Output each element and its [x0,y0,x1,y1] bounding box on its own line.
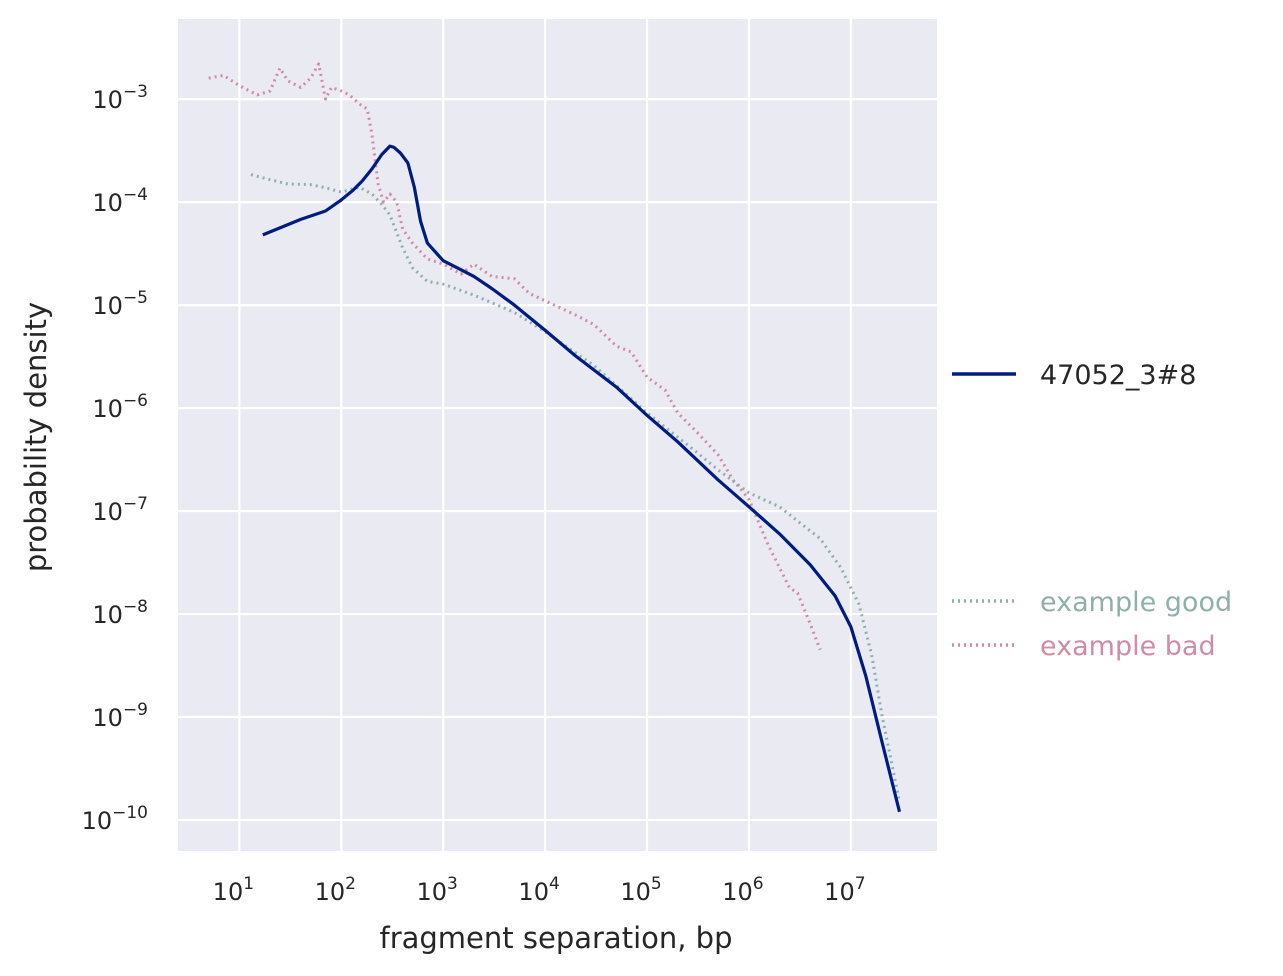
x-tick-label: 107 [824,874,865,906]
y-tick-label: 10−9 [92,700,148,732]
x-tick-label: 105 [620,874,661,906]
y-axis-label: probability density [19,302,53,572]
y-tick-label: 10−8 [92,597,148,629]
x-tick-label: 103 [417,874,458,906]
legend-examples: example good example bad [952,587,1232,662]
series-line-example-bad [208,62,822,651]
legend-good-label: example good [1040,587,1232,618]
series-line-main [262,144,902,813]
x-tick-label: 106 [722,874,763,906]
y-tick-label: 10−4 [92,185,148,217]
x-tick-label: 104 [518,874,559,906]
plot-background [178,19,937,851]
y-tick-label: 10−3 [92,82,148,114]
y-tick-label: 10−5 [92,288,148,320]
x-axis-label: fragment separation, bp [380,921,733,955]
x-tick-label: 101 [213,874,254,906]
y-tick-label: 10−10 [82,803,148,835]
tick-labels: 101 102 103 104 105 106 107 10−3 10−4 10−5 10−6 10−… [82,82,866,906]
y-tick-label: 10−7 [92,494,148,526]
series-line-example-good [250,173,901,803]
legend-main-label: 47052_3#8 [1040,360,1196,391]
x-tick-label: 102 [315,874,356,906]
legend-bad-label: example bad [1040,631,1216,662]
y-tick-label: 10−6 [92,391,148,423]
grid-lines [178,19,937,851]
series-layer [208,62,902,813]
legend-main: 47052_3#8 [952,360,1196,391]
